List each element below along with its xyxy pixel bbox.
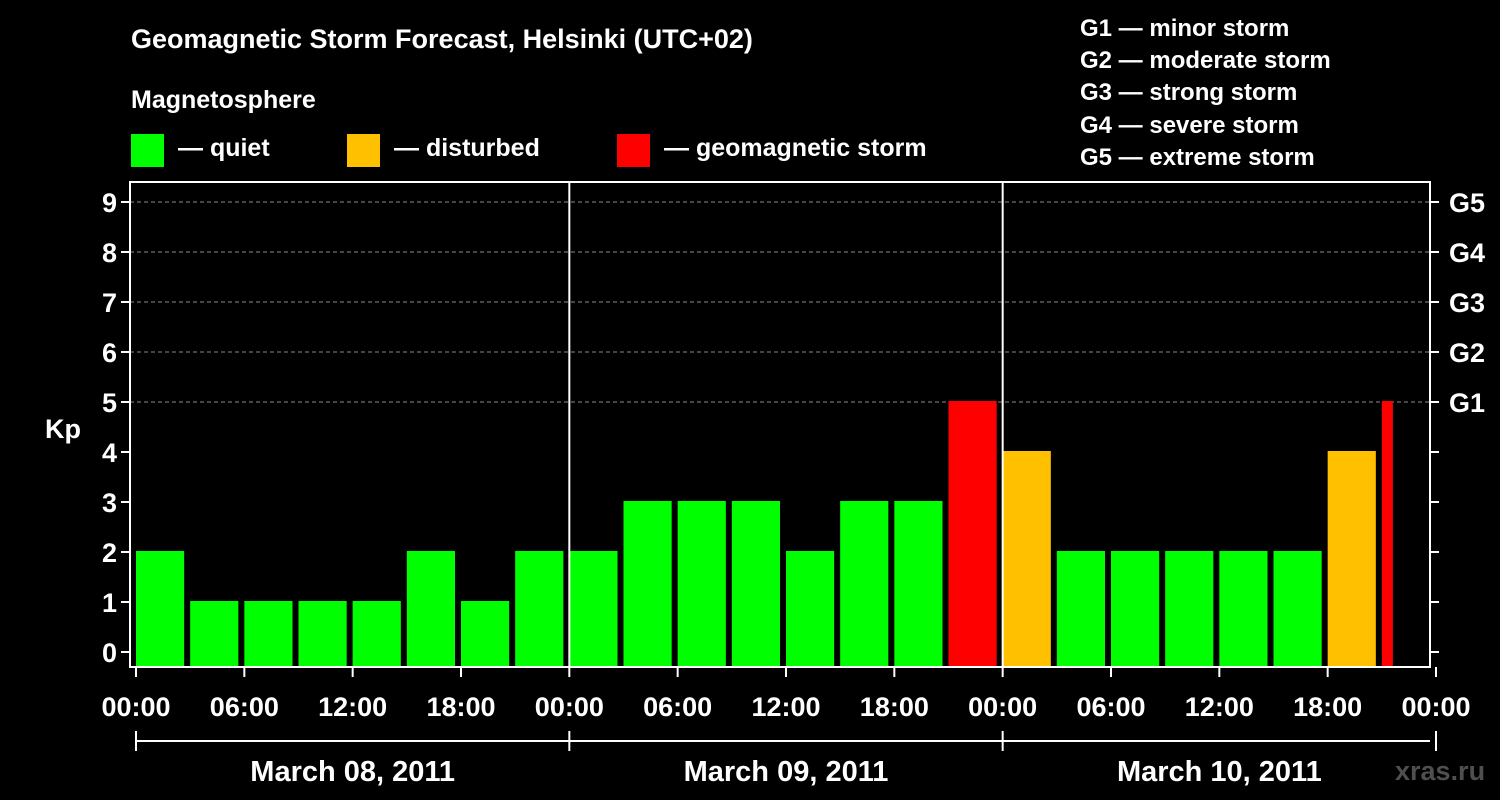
day-label-0: March 08, 2011 [250, 756, 455, 788]
legend-label-storm: — geomagnetic storm [664, 134, 927, 162]
ytick-label-0: 0 [102, 638, 117, 668]
bar-9 [623, 501, 672, 667]
bar-14 [894, 501, 943, 667]
xtick-label-7: 18:00 [860, 692, 929, 722]
ytick-label-5: 5 [102, 388, 117, 418]
ytick-label-9: 9 [102, 188, 117, 218]
xtick-label-3: 18:00 [426, 692, 495, 722]
storm-scale-list: G1 — minor storm G2 — moderate storm G3 … [1080, 13, 1331, 174]
ytick-label-6: 6 [102, 338, 117, 368]
bar-15 [948, 401, 997, 667]
storm-scale-g4: G4 — severe storm [1080, 111, 1299, 139]
ytick-label-3: 3 [102, 488, 117, 518]
bar-17 [1056, 551, 1105, 667]
day-label-1: March 09, 2011 [684, 756, 889, 788]
bar-1 [190, 601, 239, 667]
xtick-label-1: 06:00 [210, 692, 279, 722]
plot-frame [129, 181, 1431, 668]
xtick-label-2: 12:00 [318, 692, 387, 722]
legend-label-disturbed: — disturbed [394, 134, 540, 162]
ytick-label-4: 4 [102, 438, 117, 468]
bar-2 [244, 601, 293, 667]
gscale-label-g5: G5 [1449, 188, 1485, 218]
xtick-label-10: 12:00 [1185, 692, 1254, 722]
bar-11 [731, 501, 780, 667]
storm-scale-g1: G1 — minor storm [1080, 15, 1290, 42]
storm-scale-g3: G3 — strong storm [1080, 79, 1298, 107]
day-label-2: March 10, 2011 [1117, 756, 1322, 788]
axes: 0 1 2 3 4 5 6 7 8 9 G1 G2 G3 G4 G5 00:00 06:00 12:00 18:00… [101, 181, 1485, 788]
chart-title: Geomagnetic Storm Forecast, Helsinki (UT… [131, 24, 753, 54]
xtick-label-5: 06:00 [643, 692, 712, 722]
bar-23 [1381, 401, 1393, 667]
y-axis-label: Kp [45, 414, 81, 444]
bar-20 [1219, 551, 1268, 667]
xtick-label-8: 00:00 [968, 692, 1037, 722]
gscale-label-g4: G4 [1449, 238, 1485, 268]
bar-6 [461, 601, 510, 667]
xtick-label-9: 06:00 [1076, 692, 1145, 722]
bar-10 [677, 501, 726, 667]
ytick-label-2: 2 [102, 538, 117, 568]
ytick-label-1: 1 [102, 588, 117, 618]
legend-label-quiet: — quiet [178, 134, 270, 162]
xtick-label-0: 00:00 [101, 692, 170, 722]
bar-5 [406, 551, 455, 667]
bar-22 [1327, 451, 1376, 667]
bar-12 [786, 551, 835, 667]
storm-scale-g5: G5 — extreme storm [1080, 143, 1315, 171]
gscale-label-g1: G1 [1449, 388, 1485, 418]
bar-13 [840, 501, 889, 667]
storm-scale-g2: G2 — moderate storm [1080, 47, 1331, 75]
bar-16 [1002, 451, 1051, 667]
ytick-label-7: 7 [102, 288, 117, 318]
bar-18 [1111, 551, 1160, 667]
xtick-label-12: 00:00 [1401, 692, 1470, 722]
legend-title: Magnetosphere [131, 86, 316, 114]
bar-4 [352, 601, 401, 667]
grid-lines [130, 201, 1430, 403]
gscale-label-g2: G2 [1449, 338, 1485, 368]
xtick-label-6: 12:00 [751, 692, 820, 722]
legend-swatch-quiet [131, 134, 164, 167]
gscale-label-g3: G3 [1449, 288, 1485, 318]
bar-7 [515, 551, 564, 667]
ytick-label-8: 8 [102, 238, 117, 268]
xtick-label-4: 00:00 [535, 692, 604, 722]
bar-3 [298, 601, 347, 667]
bar-8 [569, 551, 618, 667]
xtick-label-11: 18:00 [1293, 692, 1362, 722]
bars [136, 401, 1393, 667]
watermark: xras.ru [1395, 756, 1486, 786]
legend-swatch-disturbed [347, 134, 380, 167]
bar-0 [136, 551, 185, 667]
bar-21 [1273, 551, 1322, 667]
legend-swatch-storm [617, 134, 650, 167]
bar-19 [1165, 551, 1214, 667]
